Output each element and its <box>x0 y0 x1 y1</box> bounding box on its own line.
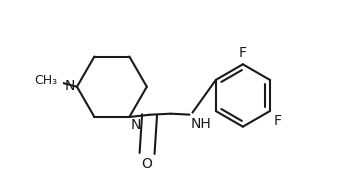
Text: F: F <box>239 46 247 60</box>
Text: CH₃: CH₃ <box>34 74 57 87</box>
Text: O: O <box>142 157 152 171</box>
Text: F: F <box>274 114 282 128</box>
Text: N: N <box>131 118 141 132</box>
Text: NH: NH <box>191 117 211 131</box>
Text: N: N <box>64 78 75 93</box>
